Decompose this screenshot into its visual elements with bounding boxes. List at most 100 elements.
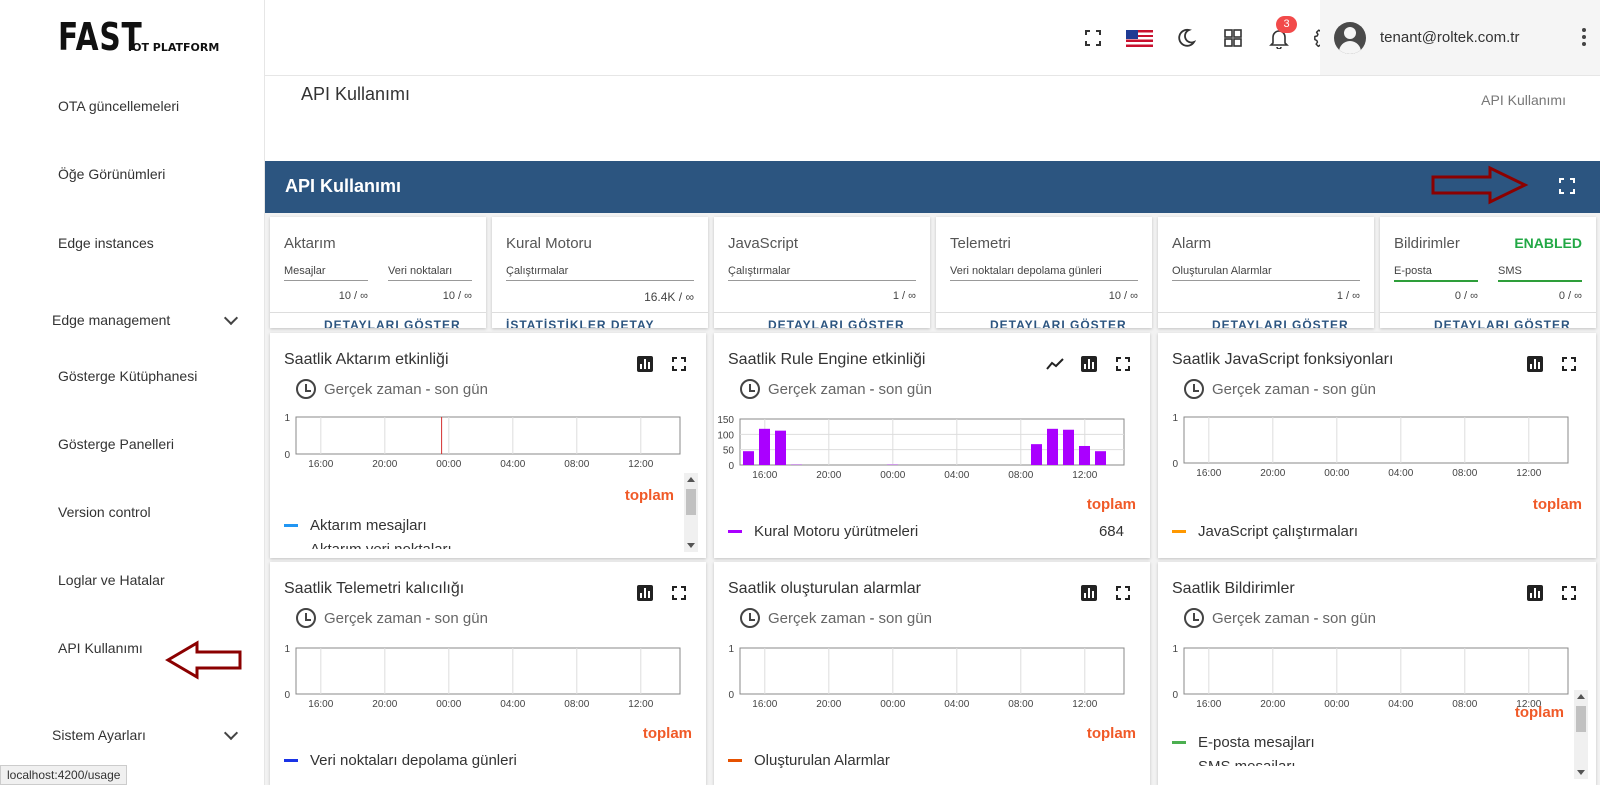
field-value: 16.4K / ∞ [644, 290, 694, 304]
bar-chart-icon[interactable] [1078, 582, 1100, 604]
timewindow[interactable]: Gerçek zaman - son gün [296, 608, 488, 628]
fullscreen-icon[interactable] [668, 582, 690, 604]
legend-item[interactable]: Oluşturulan Alarmlar [728, 752, 1124, 769]
bar-chart-icon[interactable] [634, 353, 656, 375]
bar [1031, 444, 1042, 465]
plot-frame [1183, 647, 1569, 695]
scroll-down-icon[interactable] [687, 543, 695, 548]
sidebar-item-entity-views[interactable]: Öğe Görünümleri [58, 166, 166, 182]
legend-item[interactable]: Veri noktaları depolama günleri [284, 752, 680, 769]
x-tick-label: 20:00 [372, 459, 397, 470]
fullscreen-icon[interactable] [1082, 27, 1104, 49]
legend-item[interactable]: Kural Motoru yürütmeleri 684 [728, 523, 1124, 540]
scroll-thumb[interactable] [1576, 706, 1586, 732]
details-button[interactable]: DETAYLARI GÖSTER [990, 318, 1127, 328]
legend-item[interactable]: Aktarım veri noktaları [284, 541, 452, 549]
breadcrumb[interactable]: API Kullanımı [1481, 92, 1566, 108]
x-tick-label: 16:00 [308, 459, 333, 470]
bar-chart-icon[interactable] [1078, 353, 1100, 375]
clock-icon [1184, 379, 1204, 399]
timewindow[interactable]: Gerçek zaman - son gün [1184, 379, 1376, 399]
timewindow[interactable]: Gerçek zaman - son gün [740, 608, 932, 628]
sidebar-group-edge-management[interactable]: Edge management [52, 310, 242, 328]
details-button[interactable]: DETAYLARI GÖSTER [324, 318, 461, 328]
bar-chart-icon[interactable] [1524, 582, 1546, 604]
y-tick-label: 0 [728, 690, 734, 701]
sidebar-item-dashboards[interactable]: Gösterge Panelleri [58, 436, 174, 452]
x-tick-label: 12:00 [1072, 699, 1097, 710]
apps-grid-icon[interactable] [1222, 27, 1244, 49]
scroll-thumb[interactable] [686, 489, 696, 515]
legend-item[interactable]: E-posta mesajları [1172, 734, 1570, 751]
x-tick-label: 08:00 [1008, 699, 1033, 710]
scroll-up-icon[interactable] [1577, 694, 1585, 699]
details-button[interactable]: DETAYLARI GÖSTER [768, 318, 905, 328]
timewindow[interactable]: Gerçek zaman - son gün [1184, 608, 1376, 628]
sidebar-item-ota[interactable]: OTA güncellemeleri [58, 98, 180, 114]
legend-label: JavaScript çalıştırmaları [1198, 523, 1359, 540]
x-tick-label: 04:00 [1388, 699, 1413, 710]
timewindow[interactable]: Gerçek zaman - son gün [296, 379, 488, 399]
fullscreen-icon[interactable] [1112, 353, 1134, 375]
y-tick-label: 150 [717, 415, 734, 426]
x-tick-label: 08:00 [1452, 468, 1477, 479]
details-button[interactable]: DETAYLARI GÖSTER [1212, 318, 1349, 328]
chart-transport: Saatlik Aktarım etkinliği Gerçek zaman - so… [270, 333, 706, 558]
status-url: localhost:4200/usage [0, 765, 128, 785]
chart-title: Saatlik Telemetri kalıcılığı [284, 580, 465, 597]
y-tick-label: 0 [1172, 459, 1178, 470]
sidebar-item-api-usage[interactable]: API Kullanımı [58, 640, 143, 656]
legend-scrollbar[interactable] [1574, 690, 1588, 779]
fullscreen-icon[interactable] [1558, 353, 1580, 375]
details-button[interactable]: DETAYLARI GÖSTER [1434, 318, 1571, 328]
chart-title: Saatlik Bildirimler [1172, 580, 1295, 597]
line-chart-icon[interactable] [1044, 353, 1066, 375]
field-value: 10 / ∞ [1108, 290, 1138, 302]
legend-scrollbar[interactable] [684, 473, 698, 552]
legend-label: Oluşturulan Alarmlar [754, 752, 890, 769]
bar-chart-icon[interactable] [1524, 353, 1546, 375]
sidebar-group-system-settings[interactable]: Sistem Ayarları [52, 725, 242, 743]
scroll-up-icon[interactable] [687, 477, 695, 482]
avatar [1334, 21, 1366, 54]
card-title: JavaScript [728, 235, 799, 252]
user-menu[interactable]: tenant@roltek.com.tr [1320, 0, 1600, 75]
x-tick-label: 00:00 [436, 699, 461, 710]
sidebar-item-logs[interactable]: Loglar ve Hatalar [58, 572, 165, 588]
summary-card-javascript: JavaScript Çalıştırmalar 1 / ∞ DETAYLARI… [714, 217, 930, 328]
page-header: API Kullanımı API Kullanımı [265, 76, 1600, 161]
dashboard-toolbar: API Kullanımı [265, 161, 1600, 213]
sidebar-item-edge-instances[interactable]: Edge instances [58, 235, 154, 251]
scroll-down-icon[interactable] [1577, 770, 1585, 775]
dark-mode-icon[interactable] [1175, 27, 1197, 49]
bar [775, 430, 786, 465]
dashboard-title: API Kullanımı [285, 176, 402, 196]
sidebar-item-version-control[interactable]: Version control [58, 504, 151, 520]
y-tick-label: 50 [723, 446, 735, 457]
legend-label: Veri noktaları depolama günleri [310, 752, 517, 769]
legend-item[interactable]: JavaScript çalıştırmaları [1172, 523, 1570, 540]
x-tick-label: 08:00 [564, 699, 589, 710]
chart-plot: 16:00 20:00 00:00 04:00 08:00 12:00 1 0 [1172, 644, 1569, 710]
chart-plot: 16:00 20:00 00:00 04:00 08:00 12:00 1 0 [1172, 413, 1569, 479]
legend-label: Aktarım veri noktaları [310, 541, 452, 549]
fullscreen-icon[interactable] [1112, 582, 1134, 604]
bar-chart-icon[interactable] [634, 582, 656, 604]
fullscreen-icon[interactable] [1558, 582, 1580, 604]
field-label: Oluşturulan Alarmlar [1172, 265, 1360, 281]
logo[interactable]: FAST IOT PLATFORM [58, 18, 219, 56]
us-flag-icon[interactable] [1126, 30, 1153, 47]
fullscreen-icon[interactable] [668, 353, 690, 375]
sidebar-item-widget-library[interactable]: Gösterge Kütüphanesi [58, 368, 198, 384]
chart-plot: 16:00 20:00 00:00 04:00 08:00 12:00 150 100 50 0 [717, 415, 1125, 481]
legend-item[interactable]: Aktarım mesajları [284, 517, 680, 534]
bar [1095, 451, 1106, 465]
legend-item[interactable]: SMS mesajları [1172, 758, 1296, 766]
timewindow[interactable]: Gerçek zaman - son gün [740, 379, 932, 399]
x-tick-label: 12:00 [1072, 470, 1097, 481]
legend-label: Kural Motoru yürütmeleri [754, 523, 919, 540]
fullscreen-icon[interactable] [1558, 177, 1576, 200]
more-vert-icon[interactable] [1582, 28, 1586, 46]
statistics-button[interactable]: İSTATİSTİKLER DETAY [506, 318, 655, 328]
field-label: Veri noktaları [388, 265, 472, 281]
